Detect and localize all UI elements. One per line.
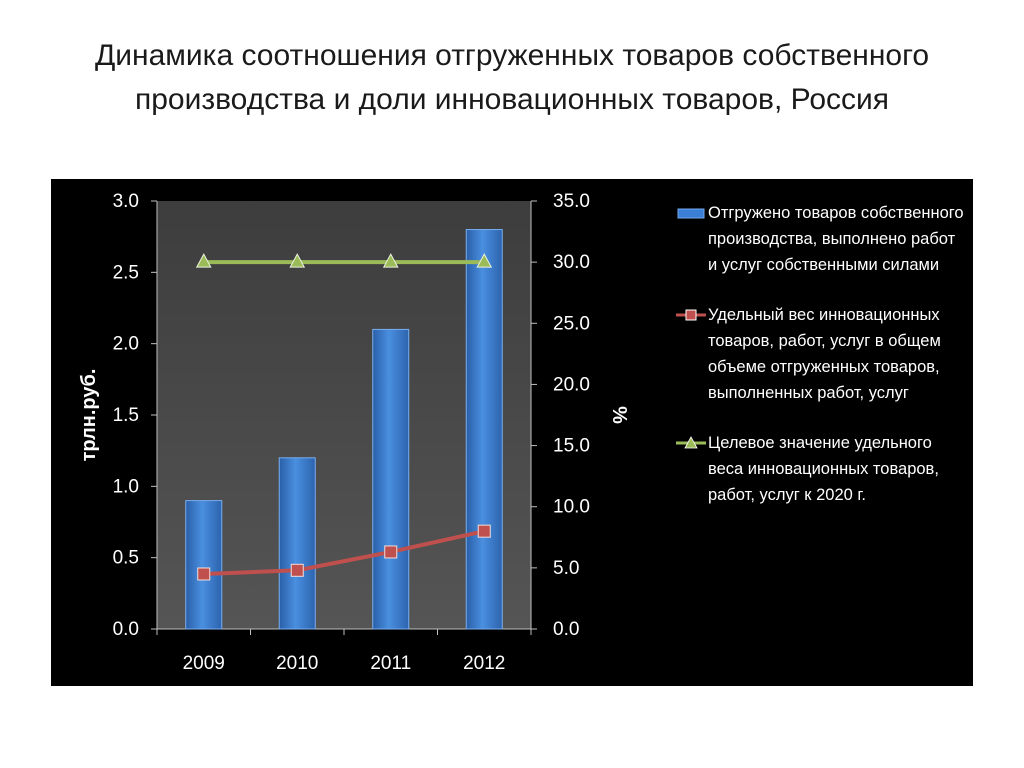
legend-item-target: Целевое значение удельного веса инноваци…: [676, 430, 966, 508]
share-point: [290, 563, 304, 577]
y-axis-label: трлн.руб.: [78, 369, 100, 462]
y2-tick-label: 25.0: [553, 313, 590, 334]
bar: [372, 328, 410, 630]
target-point: [289, 253, 306, 268]
legend-line-square-swatch: [676, 309, 706, 321]
chart-area: 0.0 0.5 1.0 1.5 2.0 2.5 3.0 0.0 5.0 10.0 15.0 20.0…: [51, 179, 973, 686]
legend-label-target: Целевое значение удельного веса инноваци…: [708, 434, 939, 504]
target-point: [195, 253, 212, 268]
y2-tick-label: 35.0: [553, 191, 590, 212]
target-point: [476, 253, 493, 268]
y2-tick-label: 10.0: [553, 497, 590, 518]
y-tick-label: 3.0: [113, 191, 139, 212]
share-point: [477, 524, 491, 538]
legend-item-shipped: Отгружено товаров собственного производс…: [676, 200, 966, 278]
x-axis: 2009 2010 2011 2012: [156, 628, 532, 674]
y-tick-label: 1.5: [113, 405, 139, 426]
x-tick-label: 2010: [276, 653, 318, 674]
y2-tick-label: 30.0: [553, 252, 590, 273]
share-point: [197, 567, 211, 581]
bar: [465, 229, 503, 630]
legend-label-shipped: Отгружено товаров собственного производс…: [708, 204, 964, 274]
y-tick-label: 0.5: [113, 548, 139, 569]
y-tick-label: 0.0: [113, 619, 139, 640]
y-axis-right: 0.0 5.0 10.0 15.0 20.0 25.0 30.0 35.0: [530, 191, 590, 640]
legend-label-share: Удельный вес инновационных товаров, рабо…: [708, 306, 941, 402]
y-tick-label: 1.0: [113, 476, 139, 497]
line-series: [195, 253, 493, 581]
bar: [278, 457, 316, 630]
y2-tick-label: 5.0: [553, 558, 579, 579]
page-title: Динамика соотношения отгруженных товаров…: [94, 39, 930, 116]
share-point: [384, 545, 398, 559]
y2-tick-label: 15.0: [553, 436, 590, 457]
x-tick-label: 2011: [370, 653, 411, 674]
bar: [185, 500, 223, 630]
target-point: [382, 253, 399, 268]
y2-axis-label: %: [608, 406, 630, 424]
y-tick-label: 2.0: [113, 334, 139, 355]
chart-legend: Отгружено товаров собственного производс…: [676, 200, 966, 508]
y2-tick-label: 0.0: [553, 619, 579, 640]
x-tick-label: 2009: [183, 653, 225, 674]
legend-line-triangle-swatch: [676, 436, 706, 449]
legend-bar-swatch: [677, 208, 705, 219]
legend-item-share: Удельный вес инновационных товаров, рабо…: [676, 302, 966, 406]
y-tick-label: 2.5: [113, 262, 139, 283]
bar-series: [185, 229, 503, 630]
x-tick-label: 2012: [463, 653, 505, 674]
combo-chart: 0.0 0.5 1.0 1.5 2.0 2.5 3.0 0.0 5.0 10.0 15.0 20.0…: [78, 191, 630, 674]
y2-tick-label: 20.0: [553, 374, 590, 395]
y-axis-left: 0.0 0.5 1.0 1.5 2.0 2.5 3.0: [113, 191, 158, 640]
share-line: [203, 529, 485, 576]
